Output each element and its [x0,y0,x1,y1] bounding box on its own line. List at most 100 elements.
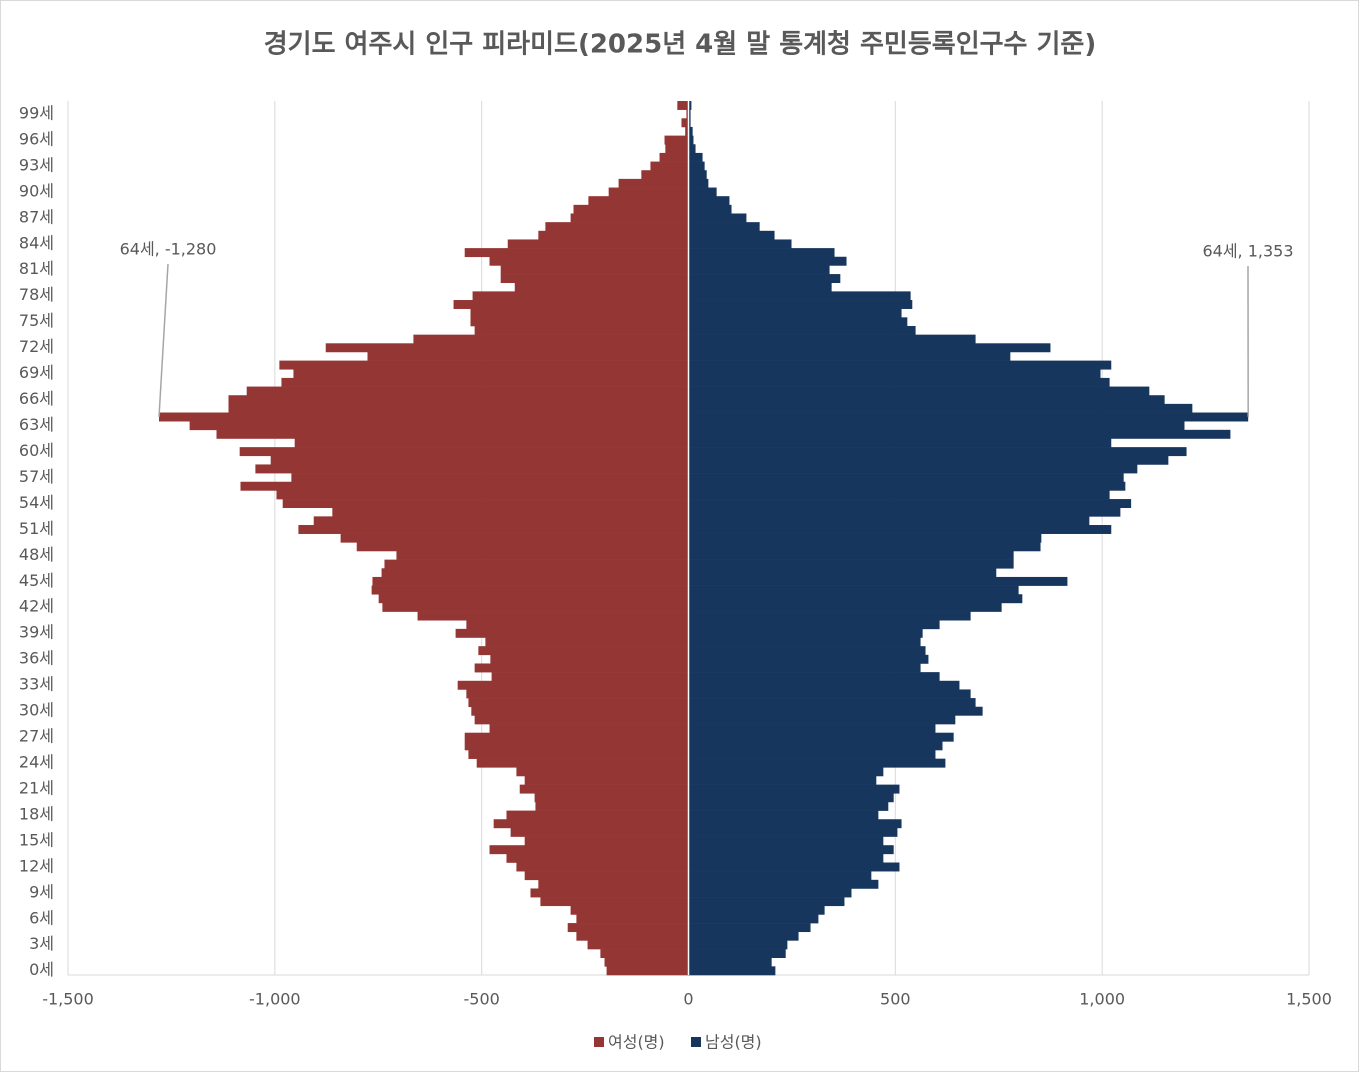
y-tick-label: 33세 [19,675,54,694]
bar [453,300,689,309]
bar [688,178,709,188]
bar [688,637,921,647]
bar [688,775,877,785]
bar [688,819,902,829]
bar [688,957,772,967]
x-tick-label: -1,000 [249,990,301,1009]
bar [688,170,707,180]
bar [688,940,788,950]
bar [493,819,689,829]
bar [490,654,689,664]
bar [688,351,1011,361]
bar [688,248,835,258]
bar [688,412,1249,422]
bar [688,222,760,232]
bar [476,758,689,768]
bar [688,602,1002,612]
bar [688,706,983,716]
bar [455,628,689,638]
bar [688,801,889,811]
y-tick-label: 57세 [19,467,54,486]
y-tick-label: 54세 [19,493,54,512]
y-tick-label: 12세 [19,856,54,875]
bar [291,473,689,483]
bar [538,230,689,240]
bar [688,490,1110,500]
bar [688,663,921,673]
bar [688,862,900,872]
bar [538,879,689,889]
bar [474,715,689,725]
bar [246,386,689,396]
y-tick-label: 81세 [19,259,54,278]
bar [588,196,689,206]
bar [466,620,689,630]
bar [688,594,1023,604]
bar [293,369,689,379]
bar [688,291,911,301]
bar [570,905,689,915]
bar [516,862,689,872]
bar [688,542,1041,552]
bar [332,507,689,517]
bar [524,836,689,846]
annotation-leader [158,263,169,417]
bar [514,282,689,292]
bar [688,369,1101,379]
y-tick-label: 36세 [19,649,54,668]
bar [688,646,926,656]
bar [189,421,689,431]
bar [688,499,1132,509]
bar [688,698,976,708]
bar [471,706,689,716]
bar [688,161,705,171]
x-tick-label: -1,500 [42,990,94,1009]
y-tick-label: 6세 [29,908,54,927]
bar [371,585,689,595]
bar [688,931,799,941]
bar [681,118,689,128]
bar [688,905,825,915]
bar [688,126,693,136]
bar [688,152,703,162]
bar [688,853,884,863]
y-tick-label: 48세 [19,545,54,564]
bar [545,222,689,232]
bar [489,724,689,734]
bar [500,274,689,284]
bar [688,187,717,197]
bar [688,438,1112,448]
bar [464,248,689,258]
bar [688,447,1187,457]
bar [466,689,689,699]
bar [688,317,908,327]
bar [641,170,689,180]
y-tick-label: 21세 [19,778,54,797]
bar [688,628,923,638]
bar [688,386,1150,396]
bar [659,152,689,162]
y-tick-label: 39세 [19,623,54,642]
bar [688,793,894,803]
annotation: 64세, 1,353 [1202,242,1293,261]
y-tick-label: 0세 [29,960,54,979]
bar [478,646,689,656]
y-tick-label: 30세 [19,701,54,720]
bar [688,421,1185,431]
bar [576,914,689,924]
bar [294,438,689,448]
bar [688,672,940,682]
bar [567,923,689,933]
y-tick-label: 87세 [19,207,54,226]
bar [688,403,1193,413]
y-tick-label: 75세 [19,311,54,330]
bar [282,499,689,509]
bar [159,412,689,422]
bar [688,784,900,794]
bar [382,602,689,612]
bar [688,395,1165,405]
bar [688,464,1138,474]
y-tick-label: 45세 [19,571,54,590]
bar [688,196,730,206]
